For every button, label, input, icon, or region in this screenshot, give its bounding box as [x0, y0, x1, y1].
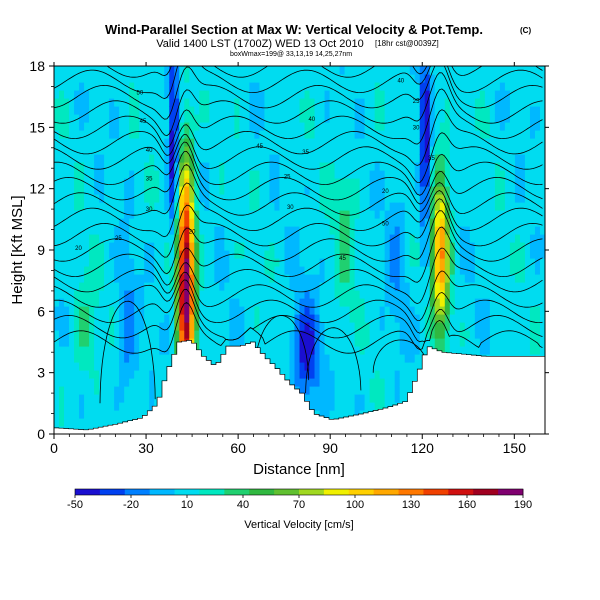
contour-label: 30: [287, 205, 294, 211]
contour-label: 25: [284, 174, 291, 180]
terrain-mask: [54, 340, 545, 434]
y-tick-label: 6: [37, 303, 45, 319]
colorbar-tick-label: -20: [123, 499, 139, 511]
colorbar-swatch: [124, 489, 151, 495]
contour-label: 50: [382, 222, 389, 228]
subtitle-note: [18hr cst@0039Z]: [375, 39, 439, 48]
colorbar-swatch: [498, 489, 524, 495]
contour-label: 30: [413, 125, 420, 131]
contour-label: 25: [115, 236, 122, 242]
colorbar-tick-label: 130: [402, 499, 420, 511]
colorbar-tick-label: 70: [293, 499, 305, 511]
colorbar-swatch: [323, 489, 350, 495]
x-tick-label: 30: [138, 440, 154, 456]
colorbar-swatch: [99, 489, 126, 495]
colorbar-tick-label: 100: [346, 499, 364, 511]
contour-label: 45: [339, 256, 346, 262]
contour-label: 40: [397, 78, 404, 84]
colorbar-tick-label: 190: [514, 499, 532, 511]
colorbar-swatch: [448, 489, 474, 495]
colorbar-swatch: [348, 489, 375, 495]
colorbar-label: Vertical Velocity [cm/s]: [244, 519, 353, 531]
colorbar-swatch: [373, 489, 399, 495]
colorbar-tick-label: 10: [181, 499, 193, 511]
y-tick-label: 3: [37, 365, 45, 381]
colorbar-swatch: [398, 489, 424, 495]
contour-label: 20: [382, 189, 389, 195]
colorbar-swatch: [299, 489, 325, 495]
colorbar-tick-label: 40: [237, 499, 249, 511]
contour-label: 45: [140, 119, 147, 125]
x-tick-label: 90: [322, 440, 338, 456]
x-axis-label: Distance [nm]: [253, 461, 345, 478]
y-tick-label: 0: [37, 426, 45, 442]
contour-label: 50: [137, 91, 144, 97]
x-tick-label: 150: [503, 440, 527, 456]
x-tick-label: 120: [411, 440, 435, 456]
colorbar-swatch: [473, 489, 499, 495]
contour-label: 40: [146, 148, 153, 154]
chart-title: Wind-Parallel Section at Max W: Vertical…: [105, 22, 483, 37]
contour-label: 35: [428, 156, 435, 162]
contour-label: 25: [413, 99, 420, 105]
colorbar-tick-label: -50: [67, 499, 83, 511]
colorbar-swatch: [149, 489, 175, 495]
colorbar-swatch: [199, 489, 225, 495]
colorbar: -50 -20 10 40 70 100 130 160 190: [67, 488, 532, 511]
contour-label: 30: [146, 207, 153, 213]
contour-label: 20: [189, 230, 196, 236]
colorbar-swatch: [75, 489, 101, 495]
colorbar-swatch: [249, 489, 275, 495]
y-tick-label: 15: [29, 119, 45, 135]
potential-temperature-contours: [54, 66, 543, 404]
axes: 0 30 60 90 120 150 0 3 6 9 12 15 18: [29, 58, 549, 456]
x-tick-label: 60: [230, 440, 246, 456]
info-line: boxWmax=199@ 33,13,19 14,25,27nm: [230, 51, 352, 58]
colorbar-swatch: [274, 489, 300, 495]
colorbar-swatch: [423, 489, 449, 495]
colorbar-swatch: [224, 489, 250, 495]
x-tick-label: 0: [50, 440, 58, 456]
contour-label: 45: [256, 144, 263, 150]
contour-label: 35: [302, 150, 309, 156]
y-tick-label: 18: [29, 58, 45, 74]
y-axis-label: Height [Kft MSL]: [9, 195, 26, 304]
title-mark: (C): [520, 26, 531, 35]
contour-labels: 20 25 30 35 40 45 50 20 25 30 35 40 45 50 20 25 30 35 40 45: [75, 78, 435, 262]
y-tick-label: 12: [29, 181, 45, 197]
chart-subtitle: Valid 1400 LST (1700Z) WED 13 Oct 2010: [156, 38, 363, 50]
colorbar-tick-label: 160: [458, 499, 476, 511]
contour-label: 20: [75, 246, 82, 252]
y-tick-label: 9: [37, 242, 45, 258]
contour-label: 40: [308, 117, 315, 123]
contour-label: 35: [146, 177, 153, 183]
colorbar-swatch: [174, 489, 200, 495]
